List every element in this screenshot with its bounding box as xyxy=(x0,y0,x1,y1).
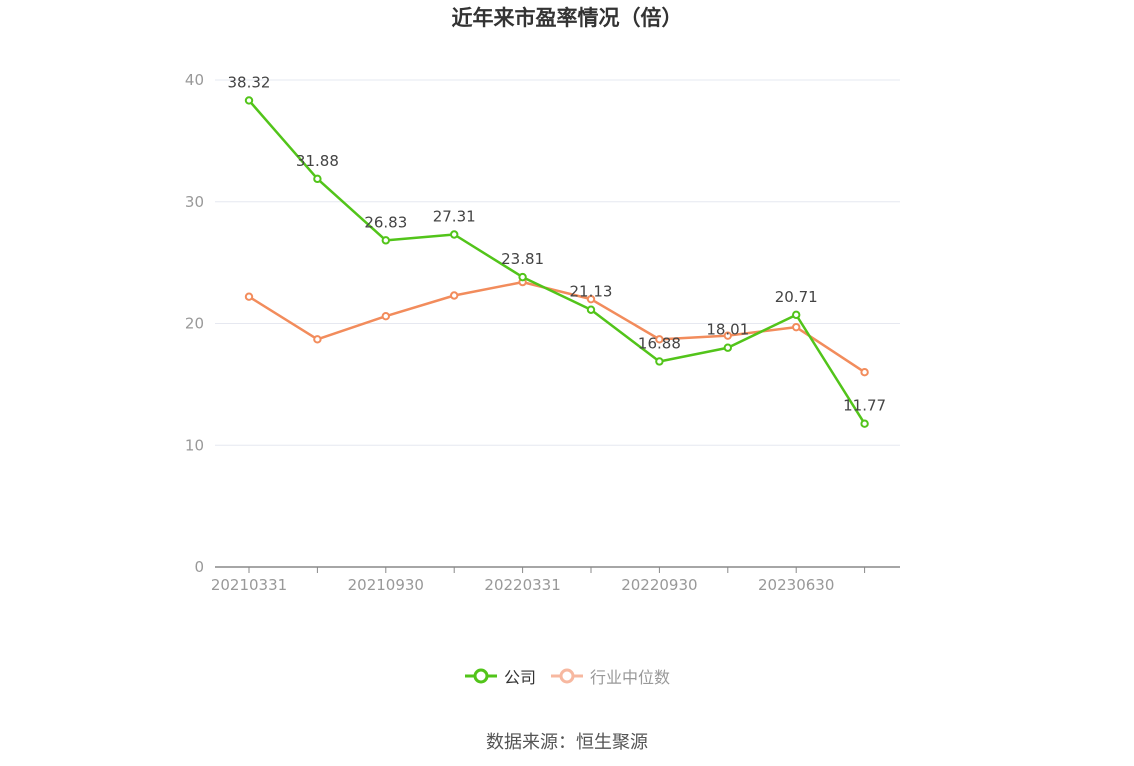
y-tick-label: 20 xyxy=(185,315,204,333)
x-tick-label: 20210331 xyxy=(211,576,287,594)
company-data-label: 18.01 xyxy=(706,321,749,339)
company-data-point xyxy=(518,272,527,282)
y-tick-label: 0 xyxy=(194,558,204,576)
industry-data-point xyxy=(860,368,869,377)
y-tick-label: 30 xyxy=(185,193,204,211)
company-data-label: 27.31 xyxy=(433,208,476,226)
company-data-point xyxy=(244,96,254,105)
company-data-label: 21.13 xyxy=(570,283,613,301)
company-data-label: 11.77 xyxy=(843,397,886,415)
company-data-point xyxy=(450,230,459,239)
company-data-point xyxy=(313,174,322,184)
y-tick-label: 10 xyxy=(185,436,204,454)
industry-data-point xyxy=(586,294,596,304)
legend-industry-line-icon xyxy=(551,668,583,684)
series-layer xyxy=(244,96,869,428)
legend-industry-label: 行业中位数 xyxy=(590,668,671,687)
company-data-point xyxy=(723,343,732,352)
legend-company-label: 公司 xyxy=(503,668,536,687)
industry-data-point xyxy=(313,335,322,344)
y-tick-label: 40 xyxy=(185,71,204,89)
legend-item-company[interactable]: 公司 xyxy=(464,664,536,688)
company-data-label: 38.32 xyxy=(228,73,271,91)
legend-company-line-icon xyxy=(464,668,497,684)
industry-data-point xyxy=(792,322,801,332)
company-data-point xyxy=(655,357,664,366)
company-data-point xyxy=(586,305,596,314)
industry-data-point xyxy=(450,291,459,300)
chart-title: 近年来市盈率情况（倍） xyxy=(451,6,683,30)
company-series-line xyxy=(248,99,866,425)
x-tick-label: 20220930 xyxy=(621,576,697,594)
industry-data-point xyxy=(723,331,732,340)
company-data-label: 23.81 xyxy=(501,250,544,268)
company-data-point xyxy=(381,236,390,245)
x-tick-label: 20230630 xyxy=(758,576,834,594)
x-tick-label: 20210930 xyxy=(348,576,424,594)
grid-layer xyxy=(215,79,900,446)
industry-data-point xyxy=(655,335,664,344)
industry-data-point xyxy=(244,292,254,301)
data-source-note: 数据来源：恒生聚源 xyxy=(486,732,648,753)
company-data-label: 20.71 xyxy=(775,288,818,306)
company-data-label: 16.88 xyxy=(638,334,681,352)
x-tick-label: 20220331 xyxy=(484,576,560,594)
legend-item-industry[interactable]: 行业中位数 xyxy=(550,664,670,688)
axis-layer: 0 10 20 30 40 20210331 20210930 20220331 2022093… xyxy=(185,71,900,594)
company-data-point xyxy=(860,419,869,428)
company-data-label: 26.83 xyxy=(364,213,407,231)
legend: 公司 行业中位数 xyxy=(0,664,1134,688)
data-label-layer: 38.32 31.88 26.83 27.31 23.81 21.13 16.88 18.01… xyxy=(228,73,887,414)
company-data-label: 31.88 xyxy=(296,152,339,170)
industry-data-point xyxy=(381,311,390,321)
company-data-point xyxy=(792,310,801,320)
